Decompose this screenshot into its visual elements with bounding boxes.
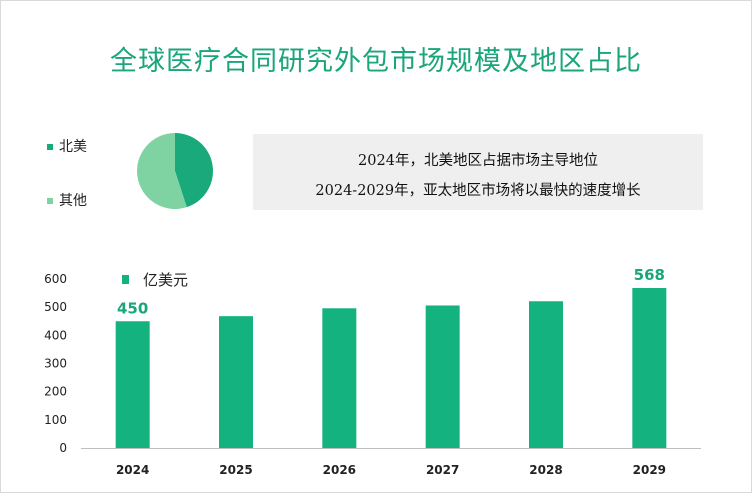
pie-legend-label: 其他 — [59, 193, 87, 209]
callout-box: 2024年，北美地区占据市场主导地位 2024-2029年，亚太地区市场将以最快… — [253, 134, 703, 210]
y-tick-label: 300 — [44, 357, 67, 371]
data-label: 568 — [634, 266, 665, 284]
x-tick-label: 2028 — [529, 463, 562, 477]
data-label: 450 — [117, 299, 148, 317]
x-tick-label: 2024 — [116, 463, 149, 477]
pie-legend-item-north-america: 北美 — [47, 136, 87, 156]
callout-line-1: 2024年，北美地区占据市场主导地位 — [358, 153, 598, 169]
y-tick-label: 600 — [44, 272, 67, 286]
bar — [322, 308, 357, 448]
pie-legend-swatch-other — [47, 198, 53, 204]
bar — [632, 288, 667, 448]
y-tick-label: 100 — [44, 413, 67, 427]
y-tick-label: 0 — [59, 441, 67, 455]
x-tick-label: 2025 — [219, 463, 252, 477]
bar — [115, 321, 150, 448]
x-tick-label: 2029 — [633, 463, 666, 477]
callout-line-2: 2024-2029年，亚太地区市场将以最快的速度增长 — [315, 183, 641, 199]
bar — [529, 301, 563, 448]
x-tick-label: 2027 — [426, 463, 459, 477]
pie-legend-label: 北美 — [59, 139, 87, 155]
bar-legend-label: 亿美元 — [143, 271, 188, 289]
y-tick-label: 500 — [44, 300, 67, 314]
pie-slice — [175, 133, 213, 208]
x-tick-label: 2026 — [323, 463, 356, 477]
y-tick-label: 400 — [44, 328, 67, 342]
y-tick-label: 200 — [44, 385, 67, 399]
bar-legend-swatch — [122, 275, 129, 284]
chart-title: 全球医疗合同研究外包市场规模及地区占比 — [110, 46, 642, 77]
bar — [219, 316, 253, 448]
pie-legend-swatch-north-america — [47, 144, 53, 150]
bar — [425, 305, 460, 448]
pie-legend-item-other: 其他 — [47, 190, 87, 210]
pie-slice — [136, 133, 187, 209]
